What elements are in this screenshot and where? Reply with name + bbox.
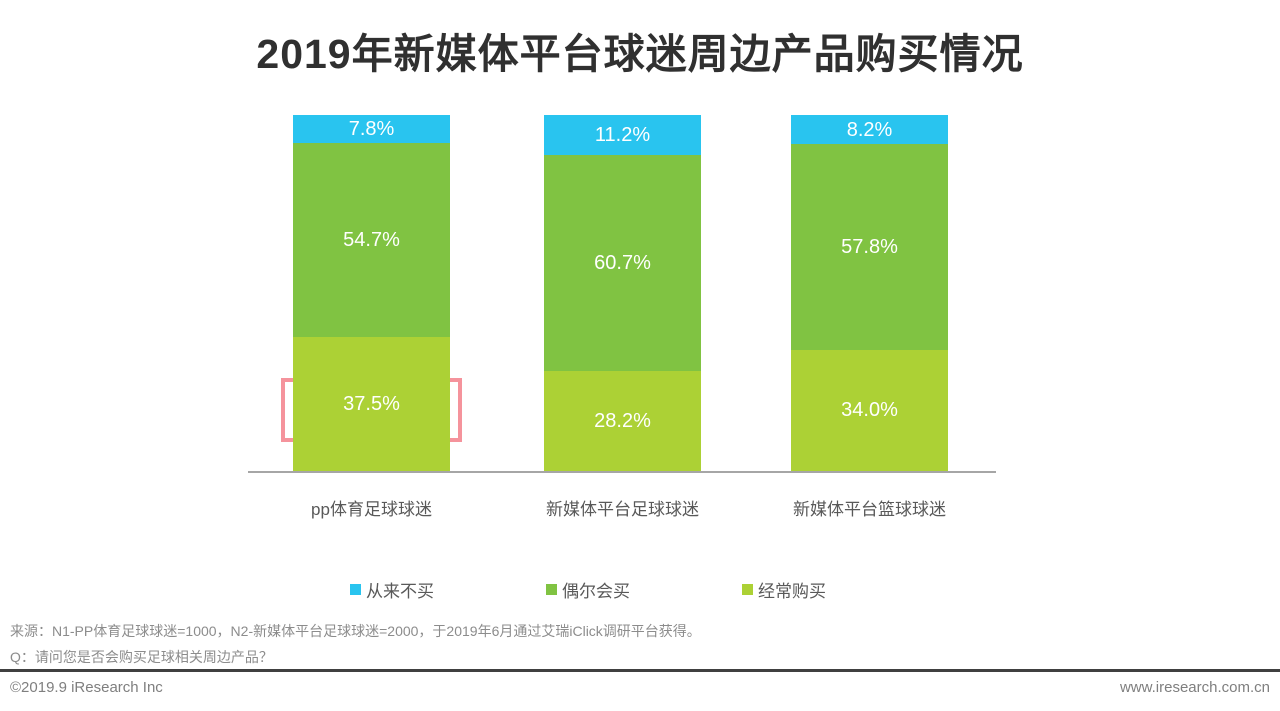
segment-value-label: 34.0% [841,399,898,422]
plot-area: 7.8% 54.7% 37.5% pp体育足球球迷 11.2% 60.7% 28.2% 新媒体… [248,114,996,519]
segment-value-label: 60.7% [594,251,651,274]
legend-item: 经常购买 [742,577,826,602]
x-axis-label: 新媒体平台篮球球迷 [793,500,946,519]
x-axis-line [248,471,996,473]
segment-value-label: 8.2% [846,118,893,141]
segment-value-label: 37.5% [343,393,400,416]
footer-url: www.iresearch.com.cn [1119,679,1270,696]
stacked-bar: 7.8% 54.7% 37.5% [293,115,450,471]
stacked-bar: 11.2% 60.7% 28.2% [544,114,701,471]
x-axis-label: pp体育足球球迷 [311,500,432,519]
legend-color-square [742,584,753,595]
source-note: 来源：N1-PP体育足球球迷=1000，N2-新媒体平台足球球迷=2000，于2… [10,623,701,639]
segment-value-label: 54.7% [343,229,400,252]
bar-segment: 28.2% [544,370,701,471]
legend: 从来不买 偶尔会买 经常购买 [350,577,826,602]
segment-value-label: 28.2% [594,409,651,432]
bar-segment: 11.2% [544,114,701,155]
legend-label: 偶尔会买 [562,582,630,601]
bar-segment: 54.7% [293,142,450,338]
legend-item: 偶尔会买 [546,577,630,602]
bar-segment: 34.0% [791,349,948,471]
segment-value-label: 57.8% [841,236,898,259]
notes: 来源：N1-PP体育足球球迷=1000，N2-新媒体平台足球球迷=2000，于2… [10,618,1110,670]
bar-segment: 57.8% [791,144,948,350]
bar-segment: 7.8% [293,115,450,143]
legend-label: 经常购买 [758,582,826,601]
segment-value-label: 7.8% [348,117,395,140]
bar-segment: 37.5% [293,337,450,471]
bar-segment: 8.2% [791,115,948,145]
segment-value-label: 11.2% [594,123,651,146]
stacked-bar: 8.2% 57.8% 34.0% [791,115,948,471]
legend-item: 从来不买 [350,577,434,602]
footer-divider [0,669,1280,672]
chart-title: 2019年新媒体平台球迷周边产品购买情况 [256,31,1024,77]
footer-copyright: ©2019.9 iResearch Inc [10,679,163,696]
legend-label: 从来不买 [366,582,434,601]
question-note: Q：请问您是否会购买足球相关周边产品？ [10,649,273,665]
bar-segment: 60.7% [544,154,701,371]
x-axis-label: 新媒体平台足球球迷 [546,500,699,519]
legend-color-square [350,584,361,595]
legend-color-square [546,584,557,595]
